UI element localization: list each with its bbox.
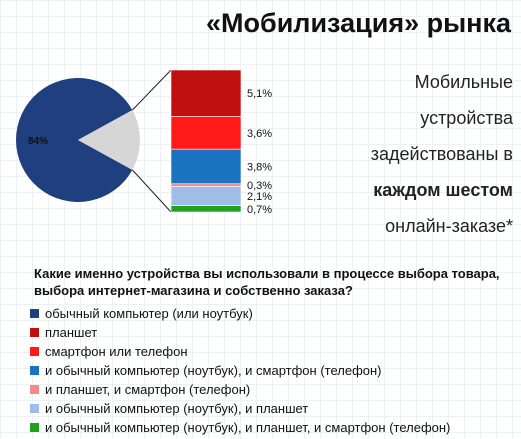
bar-segment (170, 69, 242, 117)
legend-label: смартфон или телефон (45, 344, 188, 359)
legend-label: и обычный компьютер (ноутбук), и планшет… (45, 420, 451, 435)
bar-segment (170, 183, 242, 187)
legend-swatch (30, 366, 39, 375)
legend-label: и планшет, и смартфон (телефон) (45, 382, 251, 397)
bar-segment-label: 3,6% (247, 128, 272, 140)
bar-segment-label: 2,1% (247, 191, 272, 203)
page-title: «Мобилизация» рынка (206, 8, 511, 38)
legend-item: обычный компьютер (или ноутбук) (30, 304, 450, 323)
legend-label: и обычный компьютер (ноутбук), и смартфо… (45, 363, 382, 378)
pie-bar-chart: 84% 5,1% 3,6% 3,8% 0,3%2,1%0,7% (15, 69, 272, 216)
bar-segment (170, 205, 242, 213)
legend-swatch (30, 328, 39, 337)
side-caption: Мобильные устройства задействованы в каж… (338, 64, 513, 244)
side-caption-line-3: задействованы в (370, 144, 513, 164)
bar-segment (170, 186, 242, 206)
legend-item: и обычный компьютер (ноутбук), и планшет… (30, 418, 450, 437)
legend-swatch (30, 347, 39, 356)
connector-line-bottom (131, 169, 172, 213)
pie-slice-mobile (78, 110, 140, 170)
bar-segment (170, 148, 242, 185)
pie-slice-label: 84% (28, 136, 48, 147)
legend-swatch (30, 385, 39, 394)
legend-item: и обычный компьютер (ноутбук), и смартфо… (30, 361, 450, 380)
chart-legend: обычный компьютер (или ноутбук) планшет см… (30, 304, 450, 437)
side-caption-line-2: устройства (420, 108, 513, 128)
legend-item: и обычный компьютер (ноутбук), и планшет (30, 399, 450, 418)
legend-item: планшет (30, 323, 450, 342)
legend-item: смартфон или телефон (30, 342, 450, 361)
legend-label: планшет (45, 325, 98, 340)
legend-item: и планшет, и смартфон (телефон) (30, 380, 450, 399)
bar-segment (170, 116, 242, 150)
side-caption-line-5: онлайн-заказе* (385, 216, 513, 236)
side-caption-line-4: каждом шестом (373, 180, 513, 200)
bar-segment-label: 0,7% (247, 204, 272, 216)
survey-question: Какие именно устройства вы использовали … (34, 266, 500, 298)
bar-segment-label: 3,8% (247, 161, 272, 173)
legend-label: обычный компьютер (или ноутбук) (45, 306, 253, 321)
bar-segment-label: 5,1% (247, 88, 272, 100)
legend-label: и обычный компьютер (ноутбук), и планшет (45, 401, 309, 416)
bar-segment-label: 0,3% (247, 180, 272, 192)
side-caption-line-1: Мобильные (414, 72, 513, 92)
legend-swatch (30, 309, 39, 318)
legend-swatch (30, 423, 39, 432)
connector-line-top (131, 69, 172, 111)
legend-swatch (30, 404, 39, 413)
pie-slice-desktop (15, 78, 133, 202)
